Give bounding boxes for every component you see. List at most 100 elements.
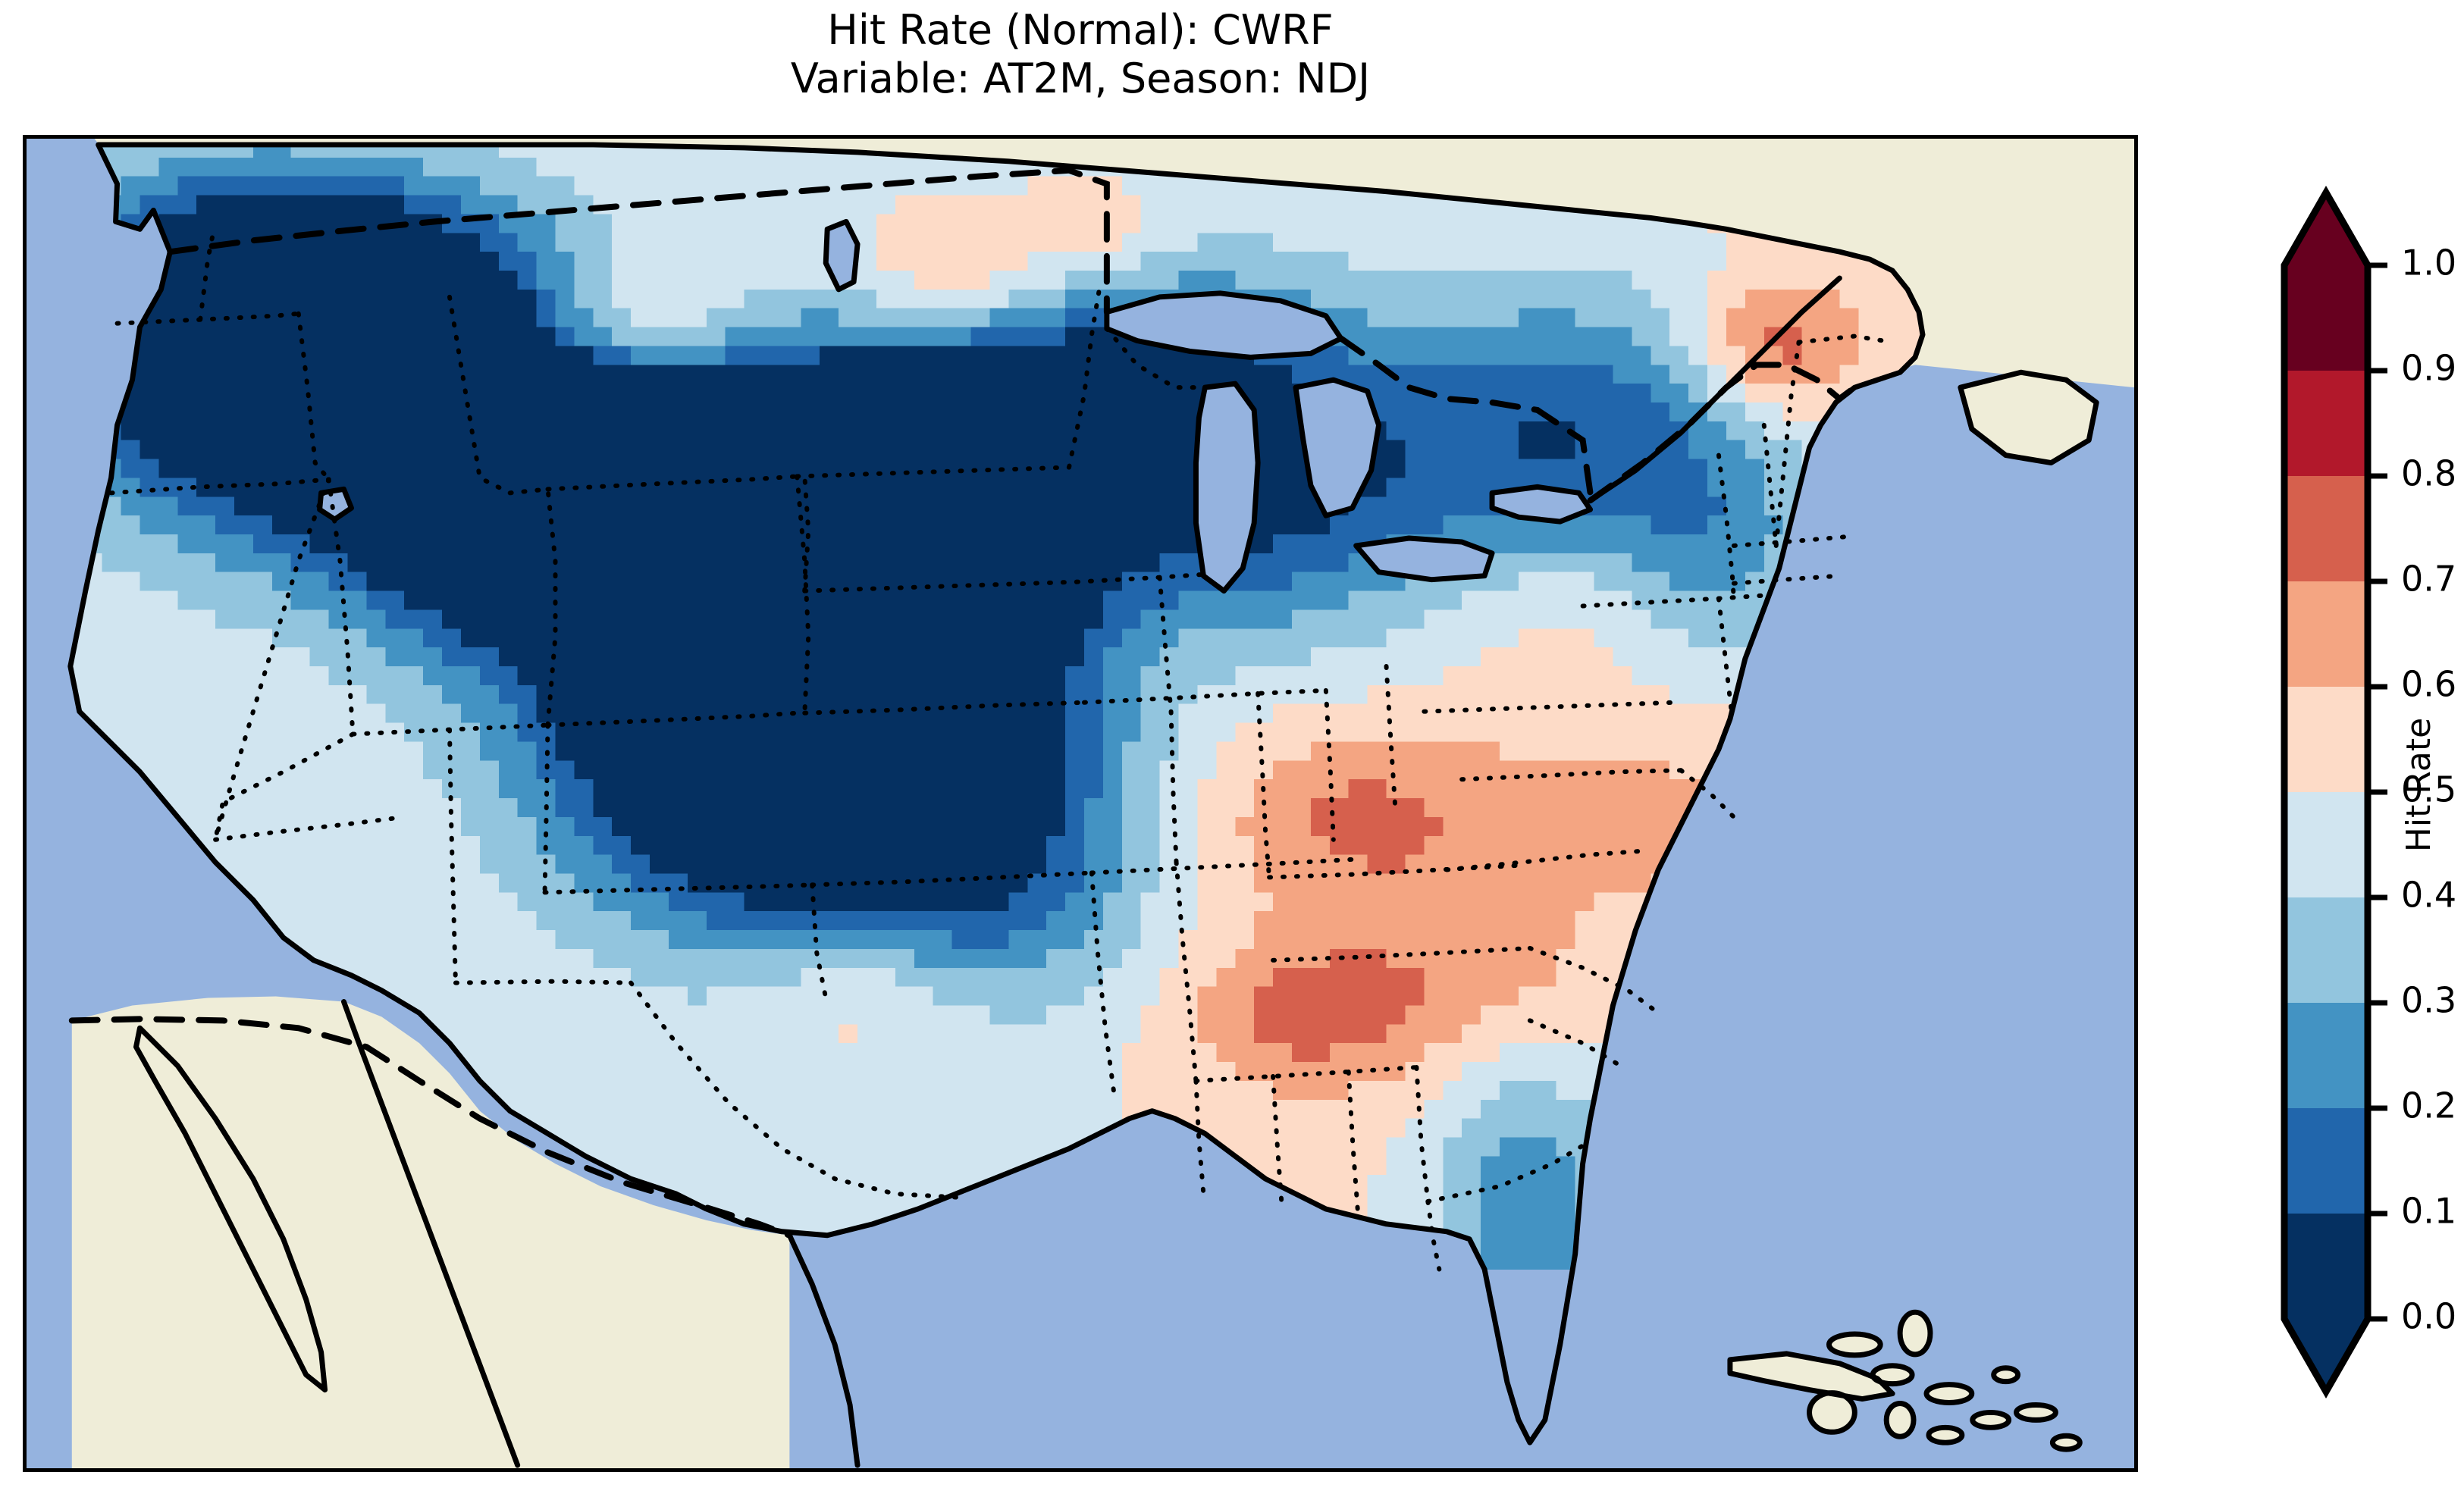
coastline-lake-3 xyxy=(1353,535,1495,583)
colorbar-band-7 xyxy=(2284,476,2368,581)
colorbar-tick-label-10: 1.0 xyxy=(2401,243,2456,283)
state-border-42 xyxy=(1459,768,1684,782)
land-bahamas-4 xyxy=(1972,1412,2009,1428)
great-lakes xyxy=(319,221,1591,591)
state-border-52 xyxy=(1796,334,1895,345)
state-border-1 xyxy=(108,477,331,496)
state-border-54 xyxy=(1104,326,1208,390)
state-border-29 xyxy=(1384,664,1398,812)
state-border-46 xyxy=(1716,596,1735,722)
colorbar-tick-label-7: 0.7 xyxy=(2401,559,2456,600)
land-bahamas-7 xyxy=(1928,1427,1962,1443)
state-border-33 xyxy=(1193,1065,1419,1083)
colorbar-svg[interactable]: 0.0 0.1 0.2 0.3 0.4 0.5 0.6 0.7 0.8 0.9 1.0 xyxy=(2240,129,2460,1440)
colorbar-band-8 xyxy=(2284,371,2368,476)
colorbar-tick-labels: 0.0 0.1 0.2 0.3 0.4 0.5 0.6 0.7 0.8 0.9 1.0 xyxy=(2401,243,2456,1337)
state-border-19 xyxy=(810,870,1094,888)
state-border-35 xyxy=(1346,1069,1360,1211)
map-axes[interactable] xyxy=(23,135,2138,1472)
state-border-44 xyxy=(1422,700,1676,714)
state-border-12 xyxy=(542,722,550,895)
colorbar-axis-label: Hit Rate xyxy=(2389,129,2450,1440)
state-border-39 xyxy=(1527,945,1661,1016)
colorbar-tick-label-8: 0.8 xyxy=(2401,453,2456,494)
land-bahamas-10 xyxy=(1809,1392,1855,1433)
state-border-27 xyxy=(1256,691,1272,880)
state-border-57 xyxy=(802,474,811,594)
coastline-mexico-west xyxy=(341,999,521,1468)
coastline-bahamas-5 xyxy=(2014,1402,2058,1423)
state-borders xyxy=(108,227,1895,1272)
coastline-lake-2 xyxy=(1293,377,1382,518)
state-border-53 xyxy=(1425,1199,1442,1272)
colorbar-tick-label-6: 0.6 xyxy=(2401,664,2456,705)
lake-2 xyxy=(1295,380,1379,516)
border-us-canada-lakes xyxy=(1337,335,1594,496)
colorbar-band-4 xyxy=(2284,792,2368,897)
land-nova-scotia xyxy=(1960,372,2097,463)
coastline-baja xyxy=(133,1025,328,1393)
coastline-cuba xyxy=(1727,1351,1895,1402)
state-border-55 xyxy=(198,227,217,322)
coastline-lake-0 xyxy=(1104,290,1344,360)
state-border-25 xyxy=(1089,857,1359,875)
border-us-canada-west xyxy=(167,167,1110,315)
colorbar[interactable]: 0.0 0.1 0.2 0.3 0.4 0.5 0.6 0.7 0.8 0.9 1.0 Hit Ra… xyxy=(2240,129,2460,1440)
coastline-conus xyxy=(67,142,1926,1445)
colorbar-under-arrow xyxy=(2284,1319,2368,1392)
figure-title: Hit Rate (Normal): CWRF Variable: AT2M, … xyxy=(0,6,2161,102)
coastline-bahamas-6 xyxy=(2049,1433,2083,1452)
lake-4 xyxy=(1492,487,1591,522)
colorbar-band-9 xyxy=(2284,265,2368,371)
land-canada xyxy=(27,139,2134,403)
state-border-8 xyxy=(545,474,800,492)
state-border-17 xyxy=(802,579,1080,594)
state-border-16 xyxy=(795,465,1072,479)
state-border-38 xyxy=(1271,945,1532,963)
coastline-st-lawrence xyxy=(1588,275,1842,503)
coastline-lake-6 xyxy=(317,486,354,522)
coastline-lake-1 xyxy=(1193,381,1261,594)
coastline-nova-scotia xyxy=(1958,369,2099,466)
colorbar-band-0 xyxy=(2284,1214,2368,1319)
state-border-32 xyxy=(1089,870,1117,1098)
coastline-bahamas-1 xyxy=(1870,1363,1915,1387)
state-border-18 xyxy=(802,700,1086,716)
colorbar-tick-label-2: 0.2 xyxy=(2401,1085,2456,1126)
colorbar-band-6 xyxy=(2284,581,2368,687)
land-bahamas-9 xyxy=(1886,1403,1914,1437)
colorbar-tick-label-0: 0.0 xyxy=(2401,1296,2456,1337)
state-border-56 xyxy=(213,814,407,842)
coastlines xyxy=(67,142,2099,1468)
state-border-30 xyxy=(1168,709,1179,865)
colorbar-tick-label-4: 0.4 xyxy=(2401,875,2456,916)
colorbar-tick-label-5: 0.5 xyxy=(2401,769,2456,810)
state-border-43 xyxy=(1444,848,1646,872)
coastline-bahamas-7 xyxy=(1926,1424,1965,1445)
coastline-bahamas-10 xyxy=(1807,1390,1857,1435)
state-border-40 xyxy=(1527,1018,1623,1069)
state-border-47 xyxy=(1716,453,1736,601)
lake-1 xyxy=(1196,384,1259,591)
colorbar-bands xyxy=(2284,193,2368,1392)
state-border-59 xyxy=(1679,768,1736,819)
title-line-2: Variable: AT2M, Season: NDJ xyxy=(790,54,1371,102)
coastline-bahamas-8 xyxy=(1991,1365,2021,1385)
colorbar-over-arrow xyxy=(2284,193,2368,265)
coastline-bahamas-2 xyxy=(1897,1309,1933,1358)
state-border-14 xyxy=(447,727,458,985)
land-bahamas-0 xyxy=(1829,1334,1881,1355)
state-border-15 xyxy=(453,979,634,985)
coastline-mexico-east xyxy=(786,1232,861,1468)
colorbar-band-3 xyxy=(2284,897,2368,1003)
coastline-lake-5 xyxy=(823,218,861,293)
coastline-bahamas-0 xyxy=(1826,1331,1883,1358)
land-baja xyxy=(136,1028,325,1390)
state-border-28 xyxy=(1323,687,1336,842)
lake-0 xyxy=(1106,293,1341,358)
state-border-49 xyxy=(1731,534,1850,548)
land-bahamas-1 xyxy=(1873,1365,1913,1384)
state-border-11 xyxy=(795,474,811,716)
land-bahamas-2 xyxy=(1900,1312,1930,1355)
